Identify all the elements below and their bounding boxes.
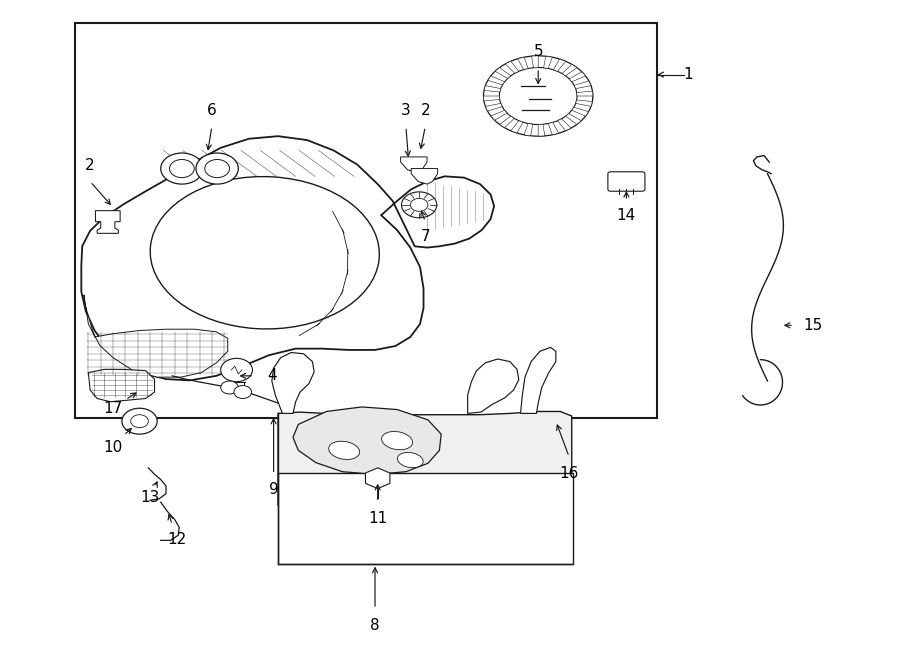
Text: 17: 17 [104,401,122,416]
Polygon shape [272,352,314,413]
Text: 2: 2 [86,158,95,173]
Polygon shape [511,121,523,133]
Polygon shape [88,369,155,402]
Circle shape [401,192,436,217]
Polygon shape [558,119,572,131]
Polygon shape [562,64,577,76]
Circle shape [500,67,577,124]
Polygon shape [518,58,528,69]
Circle shape [234,385,252,399]
Polygon shape [488,76,505,85]
Text: 14: 14 [616,208,636,223]
Circle shape [161,153,203,184]
Polygon shape [468,359,518,413]
Polygon shape [576,100,592,106]
FancyBboxPatch shape [75,23,657,418]
Text: 4: 4 [267,368,276,383]
Polygon shape [574,81,591,89]
Text: 3: 3 [401,102,410,118]
Text: 12: 12 [167,531,186,547]
Circle shape [220,381,238,394]
Text: 16: 16 [560,465,579,481]
Text: 2: 2 [420,102,430,118]
FancyBboxPatch shape [278,473,572,564]
Ellipse shape [150,176,380,329]
Text: 11: 11 [368,511,387,526]
Text: 13: 13 [140,490,160,505]
Circle shape [130,414,148,428]
Polygon shape [293,407,441,475]
Text: 7: 7 [420,229,430,244]
Text: 10: 10 [104,440,122,455]
Polygon shape [538,124,544,136]
Circle shape [220,358,252,381]
Circle shape [410,198,428,212]
Polygon shape [81,136,494,380]
Ellipse shape [398,452,423,468]
Polygon shape [483,96,500,101]
Circle shape [483,56,593,136]
Polygon shape [95,211,120,233]
Circle shape [196,153,238,184]
Polygon shape [554,59,565,71]
Polygon shape [524,124,533,136]
Polygon shape [572,107,589,116]
Polygon shape [485,103,502,111]
Text: 9: 9 [269,482,278,496]
Polygon shape [484,86,500,92]
Polygon shape [544,56,553,69]
Polygon shape [400,157,428,173]
Polygon shape [495,67,511,79]
Polygon shape [548,122,559,135]
Polygon shape [532,56,538,67]
Text: 8: 8 [370,618,380,633]
Polygon shape [491,110,508,120]
Polygon shape [84,295,228,377]
Polygon shape [565,114,581,124]
Polygon shape [278,411,572,506]
Circle shape [169,159,194,178]
Ellipse shape [328,441,360,459]
Text: 6: 6 [207,102,217,118]
Circle shape [205,159,230,178]
FancyBboxPatch shape [608,172,645,191]
Circle shape [122,408,158,434]
Polygon shape [520,347,556,413]
Polygon shape [500,116,514,128]
Text: 1: 1 [683,67,693,82]
Polygon shape [577,91,593,96]
Text: 5: 5 [534,44,543,59]
Polygon shape [569,72,586,82]
Text: 15: 15 [804,318,823,333]
Ellipse shape [382,432,412,449]
Polygon shape [505,61,518,73]
Polygon shape [411,169,437,184]
